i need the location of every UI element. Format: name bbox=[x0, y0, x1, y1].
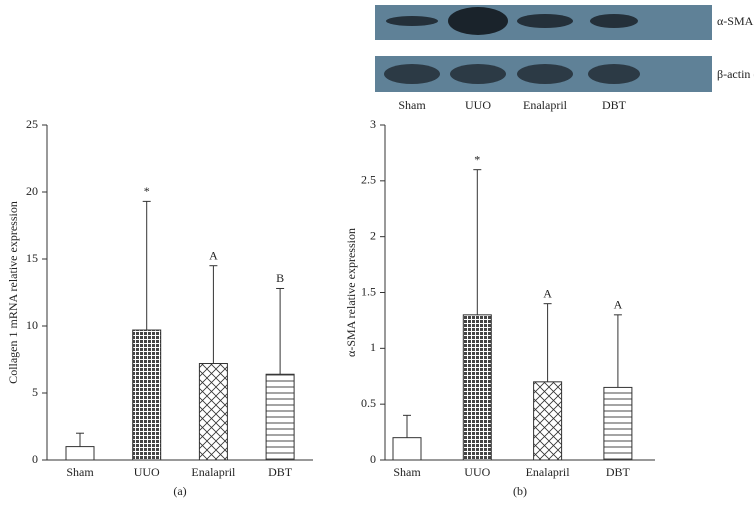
x-tick-label: Sham bbox=[66, 465, 94, 479]
bar bbox=[65, 446, 95, 461]
y-tick-label: 10 bbox=[26, 318, 38, 332]
bar bbox=[533, 381, 563, 461]
x-tick-label: UUO bbox=[464, 465, 490, 479]
y-tick-label: 20 bbox=[26, 184, 38, 198]
significance-label: A bbox=[614, 298, 623, 312]
bar bbox=[198, 363, 228, 461]
western-blot: α-SMA (42 KD) β-actin (43 KD) Sham UUO E… bbox=[375, 5, 754, 112]
y-axis-label: α-SMA relative expression bbox=[344, 228, 358, 357]
y-tick-label: 25 bbox=[26, 117, 38, 131]
blot-band bbox=[450, 64, 506, 84]
blot-band bbox=[590, 14, 638, 28]
significance-label: * bbox=[474, 152, 480, 166]
y-tick-label: 5 bbox=[32, 385, 38, 399]
x-tick-label: DBT bbox=[606, 465, 631, 479]
significance-label: B bbox=[276, 271, 284, 285]
x-tick-label: UUO bbox=[134, 465, 160, 479]
error-bar bbox=[403, 414, 411, 438]
caption: (b) bbox=[513, 484, 527, 498]
blot-lane-label: Sham bbox=[398, 98, 426, 112]
error-bar bbox=[613, 314, 622, 388]
y-tick-label: 1 bbox=[370, 340, 376, 354]
significance-label: * bbox=[144, 184, 150, 198]
error-bar bbox=[209, 265, 218, 364]
error-bar bbox=[543, 303, 552, 382]
y-tick-label: 0 bbox=[370, 452, 376, 466]
error-bar bbox=[473, 169, 482, 315]
bar bbox=[265, 373, 295, 461]
blot-band bbox=[384, 64, 440, 84]
x-tick-label: Enalapril bbox=[526, 465, 571, 479]
blot-band bbox=[517, 64, 573, 84]
y-tick-label: 0.5 bbox=[361, 396, 376, 410]
caption: (a) bbox=[173, 484, 186, 498]
error-bar bbox=[276, 287, 285, 375]
bar bbox=[392, 437, 422, 461]
blot-band bbox=[588, 64, 640, 84]
x-tick-label: Enalapril bbox=[191, 465, 236, 479]
blot-lane-label: DBT bbox=[602, 98, 627, 112]
y-tick-label: 1.5 bbox=[361, 284, 376, 298]
blot-lane-label: Enalapril bbox=[523, 98, 568, 112]
blot-band bbox=[448, 7, 508, 35]
x-tick-label: Sham bbox=[393, 465, 421, 479]
blot-row-label: α-SMA (42 KD) bbox=[717, 14, 754, 28]
x-tick-label: DBT bbox=[268, 465, 293, 479]
y-tick-label: 15 bbox=[26, 251, 38, 265]
bar bbox=[603, 386, 633, 461]
y-tick-label: 3 bbox=[370, 117, 376, 131]
significance-label: A bbox=[543, 286, 552, 300]
blot-lane-label: UUO bbox=[465, 98, 491, 112]
y-tick-label: 2 bbox=[370, 228, 376, 242]
blot-row-label: β-actin (43 KD) bbox=[717, 67, 754, 81]
y-tick-label: 0 bbox=[32, 452, 38, 466]
blot-band bbox=[517, 14, 573, 28]
bar bbox=[462, 314, 492, 461]
error-bar bbox=[142, 200, 151, 331]
bar bbox=[132, 329, 162, 461]
significance-label: A bbox=[209, 248, 218, 262]
y-tick-label: 2.5 bbox=[361, 173, 376, 187]
error-bar bbox=[76, 432, 84, 447]
blot-band bbox=[386, 16, 438, 26]
y-axis-label: Collagen 1 mRNA relative expression bbox=[6, 201, 20, 384]
